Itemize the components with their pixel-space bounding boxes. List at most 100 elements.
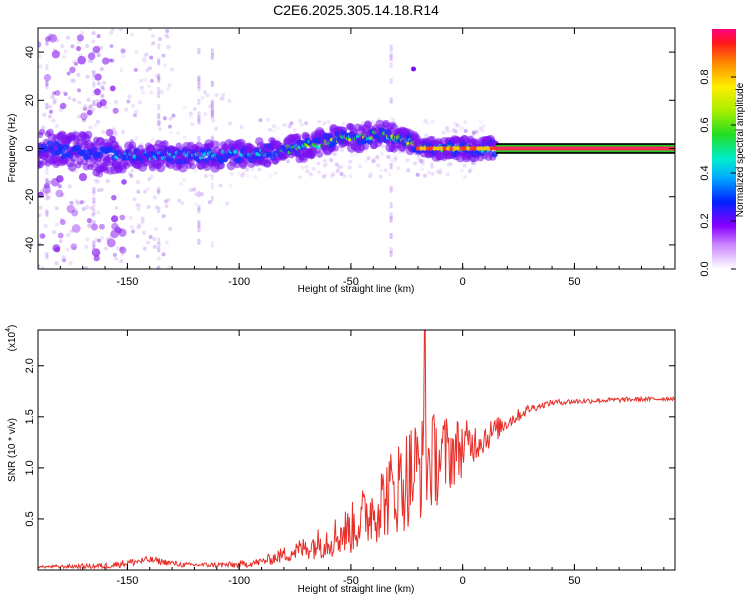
spectrogram-blob bbox=[92, 45, 101, 54]
spectrogram-streak bbox=[210, 99, 214, 106]
snr-xlabel: Height of straight line (km) bbox=[298, 584, 415, 595]
spectrogram-noise-dot bbox=[77, 88, 82, 93]
spectrogram-noise-dot bbox=[91, 39, 96, 44]
spectrogram-noise-dot bbox=[445, 172, 450, 177]
spectrogram-noise-dot bbox=[203, 174, 208, 179]
spectrogram-ridge-outer bbox=[84, 130, 93, 139]
spectrogram-noise-dot bbox=[113, 130, 118, 135]
spectrogram-noise-dot bbox=[150, 137, 155, 142]
spectrogram-noise-dot bbox=[147, 84, 152, 89]
spectrogram-noise-dot bbox=[273, 170, 278, 175]
spectrogram-streak bbox=[389, 62, 393, 69]
colorbar-ticks: 0.0 0.2 0.4 0.6 0.8 bbox=[699, 69, 736, 277]
snr-frame bbox=[37, 329, 676, 571]
spectrogram-noise-dot bbox=[157, 121, 162, 126]
spectrogram-noise-dot bbox=[42, 112, 47, 117]
spectrogram-noise-dot bbox=[156, 256, 161, 261]
spectrogram-noise-dot bbox=[76, 72, 81, 77]
spectrogram-noise-dot bbox=[159, 89, 164, 94]
spectrogram-noise-dot bbox=[236, 171, 241, 176]
spectrogram-noise-dot bbox=[317, 119, 322, 124]
spectrogram-noise-dot bbox=[88, 125, 93, 130]
spectrogram-tone-dot bbox=[439, 146, 444, 151]
spectrogram-streak bbox=[45, 210, 49, 217]
spectrogram-blob bbox=[93, 88, 101, 96]
spectrogram-noise-dot bbox=[128, 215, 133, 220]
spectrogram-streak bbox=[197, 82, 201, 89]
spectrogram-noise-dot bbox=[218, 183, 223, 188]
spectrogram-noise-dot bbox=[91, 212, 96, 217]
spectrogram-noise-dot bbox=[330, 173, 335, 178]
spectrogram-streak bbox=[92, 89, 96, 96]
spectrogram-noise-dot bbox=[148, 234, 153, 239]
spectrogram-noise-dot bbox=[358, 164, 363, 169]
spectrogram-streak bbox=[92, 81, 96, 88]
spectrogram-noise-dot bbox=[136, 225, 141, 230]
spectrogram-noise-dot bbox=[143, 54, 148, 59]
spectrogram-noise-dot bbox=[271, 128, 276, 133]
spectrogram-noise-dot bbox=[126, 99, 131, 104]
spectrogram-noise-dot bbox=[288, 124, 293, 129]
spectrogram-noise-dot bbox=[47, 189, 52, 194]
spectrogram-noise-dot bbox=[54, 206, 59, 211]
spectrogram-streak bbox=[210, 241, 214, 248]
spectrogram-noise-dot bbox=[121, 54, 126, 59]
spectrogram-noise-dot bbox=[87, 223, 92, 228]
spectrogram-tone-dot bbox=[469, 146, 474, 151]
spectrogram-streak bbox=[45, 103, 49, 110]
spectrogram-tone-dot bbox=[445, 146, 451, 151]
spectrogram-noise-dot bbox=[71, 246, 76, 251]
spectrogram-noise-dot bbox=[354, 152, 359, 157]
spectrogram-streak bbox=[197, 220, 201, 227]
spectrogram-noise-dot bbox=[137, 100, 142, 105]
spectrogram-streak bbox=[210, 53, 214, 60]
spectrogram-blob bbox=[69, 66, 76, 74]
spectrogram-streak bbox=[197, 135, 201, 142]
spectrogram-tone-dot bbox=[422, 146, 427, 151]
spectrogram-noise-dot bbox=[50, 94, 55, 99]
spectrogram-noise-dot bbox=[81, 207, 86, 212]
spectrogram-noise-dot bbox=[332, 152, 337, 157]
spectrogram-noise-dot bbox=[348, 174, 353, 179]
spectrogram-noise-dot bbox=[241, 171, 246, 176]
spectrogram-tone-dot bbox=[419, 146, 424, 151]
spectrogram-blob bbox=[66, 204, 75, 214]
spectrogram-blob bbox=[121, 179, 127, 185]
spectrogram-noise-dot bbox=[115, 246, 120, 251]
spectrogram-noise-dot bbox=[88, 103, 93, 108]
spectrogram-noise-dot bbox=[166, 45, 171, 50]
spectrogram-noise-dot bbox=[112, 252, 117, 257]
spectrogram-streak bbox=[92, 189, 96, 196]
spectrogram-noise-dot bbox=[225, 201, 230, 206]
spectrogram-tone-dot bbox=[466, 146, 471, 151]
spectrogram-xtick-label: -150 bbox=[116, 276, 138, 288]
spectrogram-noise-dot bbox=[268, 173, 273, 178]
spectrogram-blob bbox=[91, 248, 101, 257]
spectrogram-noise-dot bbox=[420, 158, 425, 163]
spectrogram-noise-dot bbox=[96, 210, 101, 215]
spectrogram-streak bbox=[45, 186, 49, 193]
spectrogram-ylabel: Frequency (Hz) bbox=[7, 114, 18, 183]
spectrogram-noise-dot bbox=[60, 192, 65, 197]
spectrogram-noise-dot bbox=[80, 30, 85, 35]
spectrogram-noise-dot bbox=[97, 238, 102, 243]
spectrogram-tone-dot bbox=[449, 146, 454, 151]
spectrogram-noise-dot bbox=[171, 113, 176, 118]
spectrogram-noise-dot bbox=[227, 99, 232, 104]
spectrogram-noise-dot bbox=[67, 96, 72, 101]
spectrogram-streak bbox=[92, 74, 96, 81]
spectrogram-noise-dot bbox=[188, 114, 193, 119]
spectrogram-streak bbox=[389, 163, 393, 170]
spectrogram-noise-dot bbox=[70, 78, 75, 83]
spectrogram-streak bbox=[157, 113, 161, 120]
spectrogram-noise-dot bbox=[393, 153, 398, 158]
spectrogram-noise-dot bbox=[76, 114, 81, 119]
spectrogram-noise-dot bbox=[47, 114, 52, 119]
spectrogram-noise-dot bbox=[221, 92, 226, 97]
spectrogram-streak bbox=[157, 73, 161, 80]
spectrogram-noise-dot bbox=[322, 121, 327, 126]
spectrogram-noise-dot bbox=[405, 158, 410, 163]
spectrogram-blob bbox=[43, 183, 50, 189]
spectrogram-noise-dot bbox=[86, 97, 91, 102]
spectrogram-blob bbox=[39, 233, 46, 239]
